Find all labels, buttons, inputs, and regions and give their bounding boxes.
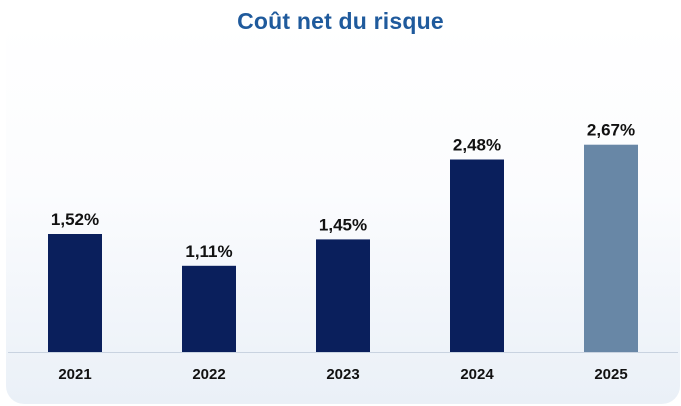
- x-tick-2024: 2024: [460, 366, 494, 383]
- x-tick-2021: 2021: [58, 366, 91, 383]
- bar-2022: [182, 265, 236, 352]
- chart-title: Coût net du risque: [237, 8, 444, 34]
- data-label-2024: 2,48%: [453, 136, 501, 155]
- data-label-2021: 1,52%: [51, 210, 99, 229]
- data-label-2022: 1,11%: [185, 242, 232, 261]
- x-tick-labels-group: 2021 2022 2023 2024 2025: [58, 366, 627, 383]
- bar-2025: [584, 144, 638, 352]
- data-label-2025: 2,67%: [587, 121, 635, 140]
- bar-2021: [48, 234, 102, 352]
- data-labels-group: 1,52% 1,11% 1,45% 2,48% 2,67%: [51, 121, 635, 261]
- data-label-2023: 1,45%: [319, 215, 367, 234]
- bar-2023: [316, 239, 370, 352]
- x-tick-2022: 2022: [192, 366, 225, 383]
- x-tick-2025: 2025: [594, 366, 627, 383]
- bars-group: [48, 144, 638, 352]
- bar-2024: [450, 159, 504, 352]
- x-tick-2023: 2023: [326, 366, 359, 383]
